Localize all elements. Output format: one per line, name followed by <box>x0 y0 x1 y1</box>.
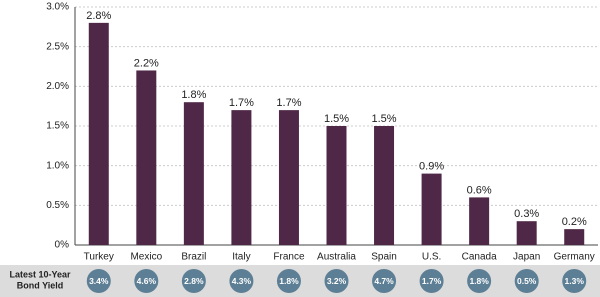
bar <box>469 197 490 245</box>
x-tick-label: Spain <box>371 252 397 263</box>
yield-label: 4.6% <box>137 276 157 286</box>
bar <box>374 126 395 245</box>
yield-badge <box>372 269 397 293</box>
yield-label: 1.8% <box>279 276 299 286</box>
yield-label: 1.3% <box>565 276 585 286</box>
yield-label: 1.7% <box>422 276 442 286</box>
x-tick-label: Japan <box>513 252 540 263</box>
y-tick-label: 3.0% <box>46 2 69 13</box>
y-tick-label: 2.0% <box>46 81 69 92</box>
value-label: 2.8% <box>86 10 111 22</box>
x-tick-label: Germany <box>554 252 595 263</box>
yield-badge <box>134 269 159 293</box>
yield-label: 4.3% <box>232 276 252 286</box>
x-tick-label: Mexico <box>130 252 162 263</box>
yield-badge <box>324 269 349 293</box>
bar <box>516 221 537 245</box>
yield-badge <box>276 269 301 293</box>
yield-badge <box>562 269 587 293</box>
yield-title: Bond Yield <box>17 280 64 290</box>
yield-badge <box>467 269 492 293</box>
value-label: 1.5% <box>372 113 397 125</box>
bar <box>183 102 204 245</box>
value-label: 2.2% <box>134 57 159 69</box>
value-label: 0.2% <box>562 216 587 228</box>
x-tick-label: Turkey <box>84 252 114 263</box>
yield-label: 3.2% <box>327 276 347 286</box>
y-tick-label: 2.5% <box>46 41 69 52</box>
yield-label: 3.4% <box>89 276 109 286</box>
value-label: 0.6% <box>467 184 492 196</box>
yield-label: 2.8% <box>184 276 204 286</box>
yield-badge <box>181 269 206 293</box>
bar <box>421 173 442 245</box>
x-tick-label: U.S. <box>422 252 441 263</box>
yield-badge <box>419 269 444 293</box>
x-tick-label: France <box>273 252 305 263</box>
bar <box>326 126 347 245</box>
bar <box>278 110 299 245</box>
value-label: 0.3% <box>514 208 539 220</box>
y-tick-label: 1.5% <box>46 121 69 132</box>
bar <box>564 229 585 245</box>
x-tick-label: Canada <box>462 252 497 263</box>
bar <box>88 22 109 245</box>
bar <box>231 110 252 245</box>
yield-badge <box>229 269 254 293</box>
value-label: 1.7% <box>229 97 254 109</box>
x-tick-label: Brazil <box>181 252 206 263</box>
bar <box>136 70 157 245</box>
x-tick-label: Australia <box>317 252 356 263</box>
yield-label: 1.8% <box>469 276 489 286</box>
yield-badge <box>86 269 111 293</box>
value-label: 1.5% <box>324 113 349 125</box>
value-label: 1.7% <box>276 97 301 109</box>
x-tick-label: Italy <box>232 252 250 263</box>
yield-label: 4.7% <box>374 276 394 286</box>
yield-label: 0.5% <box>517 276 537 286</box>
value-label: 1.8% <box>181 89 206 101</box>
y-tick-label: 0% <box>55 240 70 251</box>
yield-badge <box>514 269 539 293</box>
yield-title: Latest 10-Year <box>9 269 71 279</box>
y-tick-label: 0.5% <box>46 200 69 211</box>
value-label: 0.9% <box>419 161 444 173</box>
y-tick-label: 1.0% <box>46 160 69 171</box>
